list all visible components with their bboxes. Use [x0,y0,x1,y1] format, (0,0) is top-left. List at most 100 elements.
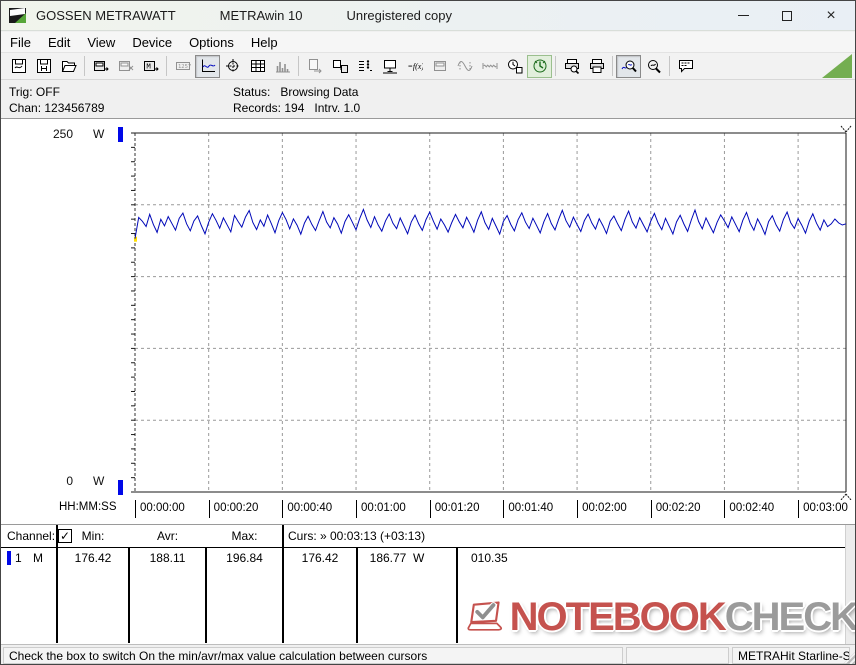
cell-channel-mode: M [33,551,43,565]
time-setup-icon [507,59,522,74]
close-icon: × [826,6,836,24]
x-tick-label: 00:02:20 [650,500,701,518]
table-scrollbar[interactable] [845,525,855,644]
send-device-icon [332,60,348,73]
menu-device[interactable]: Device [132,34,173,50]
y-axis-max-label: 250 [52,127,73,141]
read-device-icon [93,61,109,71]
menu-view[interactable]: View [87,34,116,50]
toolbar-button-note-icon[interactable] [673,55,698,78]
measurement-table: Channel: ✓ Min: Avr: Max: Curs: » 00:03:… [1,524,855,644]
svg-text:=f(x): =f(x) [407,62,423,71]
open-file-icon [61,61,77,72]
toolbar-button-zoom-free-icon[interactable] [641,55,666,78]
toolbar-button-time-setup-icon[interactable] [502,55,527,78]
toolbar-button-formula-icon[interactable]: =f(x) [402,55,427,78]
cell-cursor2-value: 186.77 W [369,551,425,565]
minimize-icon [737,15,749,16]
app-icon [9,7,26,23]
print-icon [589,59,604,73]
x-tick-label: 00:03:00 [798,500,848,518]
toolbar-button-read-memory-icon[interactable]: M [138,55,163,78]
toolbar-button-channel-list-icon[interactable] [352,55,377,78]
channel1-power-line [134,207,847,239]
x-axis-row: HH:MM:SS 00:00:00 00:00:20 00:00:40 00:01:0… [1,500,855,522]
toolbar-button-print-icon[interactable] [584,55,609,78]
toolbar-button-open-file-icon[interactable] [56,55,81,78]
zoom-free-icon [647,60,661,74]
cell-min-value: 176.42 [74,551,112,565]
col-channel-header: Channel: [7,529,56,543]
cell-max-value: 196.84 [226,551,263,565]
pc-connect-icon [382,60,397,74]
y-axis-unit-bottom: W [93,474,105,488]
y-axis-min-label: 0 [66,474,73,488]
x-tick-label: 00:00:20 [208,500,258,518]
cell-cursor1-value: 176.42 [301,551,339,565]
menu-help[interactable]: Help [250,34,278,50]
toolbar-button-sample-wave-icon [477,55,502,78]
chan-status: Chan: 123456789 [9,101,105,115]
cursor-view-icon [225,59,240,73]
toolbar-button-save-data-icon[interactable] [31,55,56,78]
read-memory-icon: M [143,61,159,71]
records-status: Records: 194 Intrv. 1.0 [233,101,361,115]
toolbar-button-cursor-view-icon[interactable] [220,55,245,78]
col-max-header: Max: [231,529,258,543]
toolbar-button-chart-view-icon[interactable] [195,54,220,78]
x-tick-label: 00:01:40 [503,500,553,518]
x-tick-label: 00:01:20 [429,500,479,518]
menu-file[interactable]: File [10,34,31,50]
toolbar-button-save-curve-icon[interactable] [6,55,31,78]
channel1-row-marker [7,551,11,565]
timer-run-icon [533,59,546,73]
print-preview-icon [564,59,579,74]
toolbar-button-histogram-view-icon [270,55,295,78]
table-header-divider [1,547,846,548]
toolbar-button-pc-connect-icon[interactable] [377,55,402,78]
toolbar-separator [166,56,167,76]
toolbar-button-export-icon [302,55,327,78]
channel1-top-marker [118,127,123,142]
col-cursor-header: Curs: » 00:03:13 (+03:13) [288,529,426,543]
toolbar-button-print-preview-icon[interactable] [559,55,584,78]
y-axis-unit-top: W [93,127,105,141]
toolbar-button-analog-wave-icon [452,55,477,78]
maximize-button[interactable] [765,1,809,30]
svg-text:1257: 1257 [178,64,191,70]
cell-channel-number: 1 [15,551,22,565]
col-avr-header: Avr: [156,529,179,543]
toolbar-button-timer-run-icon[interactable] [527,54,552,78]
program-title: METRAwin 10 [219,8,303,23]
histogram-view-icon [275,62,290,73]
toolbar-button-read-device-icon[interactable] [88,55,113,78]
menu-edit[interactable]: Edit [47,34,71,50]
toolbar-button-zoom-time-icon[interactable] [616,54,641,78]
green-corner-triangle [822,54,852,78]
menu-options[interactable]: Options [189,34,234,50]
info-strip: Trig: OFF Chan: 123456789 Status: Browsi… [1,81,855,118]
note-icon [678,60,693,73]
browse-status: Status: Browsing Data [233,85,359,99]
zoom-time-icon [621,60,637,73]
device-config-icon [433,61,446,71]
close-button[interactable]: × [809,1,853,30]
toolbar-button-send-device-icon[interactable] [327,55,352,78]
title-bar: GOSSEN METRAWATT METRAwin 10 Unregistere… [1,1,855,31]
toolbar-button-table-view-icon[interactable] [245,55,270,78]
license-label: Unregistered copy [346,8,452,23]
chart-plot-area[interactable] [1,119,856,500]
analog-wave-icon [457,61,472,71]
toolbar-separator [84,56,85,76]
x-tick-label: 00:00:40 [282,500,332,518]
toolbar-button-lcd-view-icon: 1257 [170,55,195,78]
chart-panel: 250 W 0 W HH:MM:SS 00:00:00 00:00:20 00:00… [1,118,855,524]
chart-view-icon [201,59,215,72]
minimize-button[interactable] [721,1,765,30]
status-device-name: METRAHit Starline-Seri [732,647,850,664]
minmax-checkbox[interactable]: ✓ [58,529,72,543]
x-axis-format-label: HH:MM:SS [59,501,117,513]
channel1-bottom-marker [118,480,123,495]
toolbar: M 1257 =f(x) [1,53,855,80]
status-bar: Check the box to switch On the min/avr/m… [1,644,855,664]
